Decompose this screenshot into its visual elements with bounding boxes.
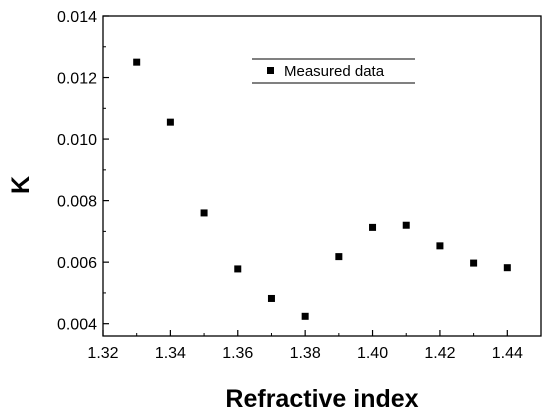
y-tick-label: 0.008: [57, 194, 97, 211]
y-axis-title: K: [7, 176, 35, 194]
x-tick-label: 1.38: [290, 345, 321, 362]
y-tick-label: 0.014: [57, 9, 97, 26]
legend: Measured data: [252, 58, 415, 84]
x-tick-label: 1.42: [424, 345, 455, 362]
data-point: [234, 265, 242, 273]
plot-frame: [102, 15, 542, 337]
data-point: [267, 294, 275, 302]
x-tick-label: 1.34: [155, 345, 186, 362]
data-point: [200, 209, 208, 217]
x-axis-title: Refractive index: [225, 385, 418, 413]
data-point: [301, 312, 309, 320]
y-tick-label: 0.004: [57, 317, 97, 334]
data-point: [133, 58, 141, 66]
data-point: [470, 259, 478, 267]
data-point: [369, 223, 377, 231]
y-tick-label: 0.010: [57, 132, 97, 149]
legend-entry-measured-data: Measured data: [284, 63, 385, 80]
y-tick-label: 0.006: [57, 255, 97, 272]
legend-marker: [267, 67, 274, 74]
data-points: [133, 58, 511, 320]
x-tick-label: 1.44: [492, 345, 523, 362]
x-axis-ticks: 1.32 1.34 1.36 1.38 1.40 1.42 1.44: [87, 330, 523, 362]
data-point: [436, 242, 444, 250]
x-tick-label: 1.32: [87, 345, 118, 362]
data-point: [402, 221, 410, 229]
y-tick-label: 0.012: [57, 71, 97, 88]
data-point: [166, 118, 174, 126]
data-point: [335, 253, 343, 261]
data-point: [503, 264, 511, 272]
y-axis-ticks: 0.004 0.006 0.008 0.010 0.012 0.014: [57, 9, 109, 334]
x-tick-label: 1.40: [357, 345, 388, 362]
x-tick-label: 1.36: [222, 345, 253, 362]
